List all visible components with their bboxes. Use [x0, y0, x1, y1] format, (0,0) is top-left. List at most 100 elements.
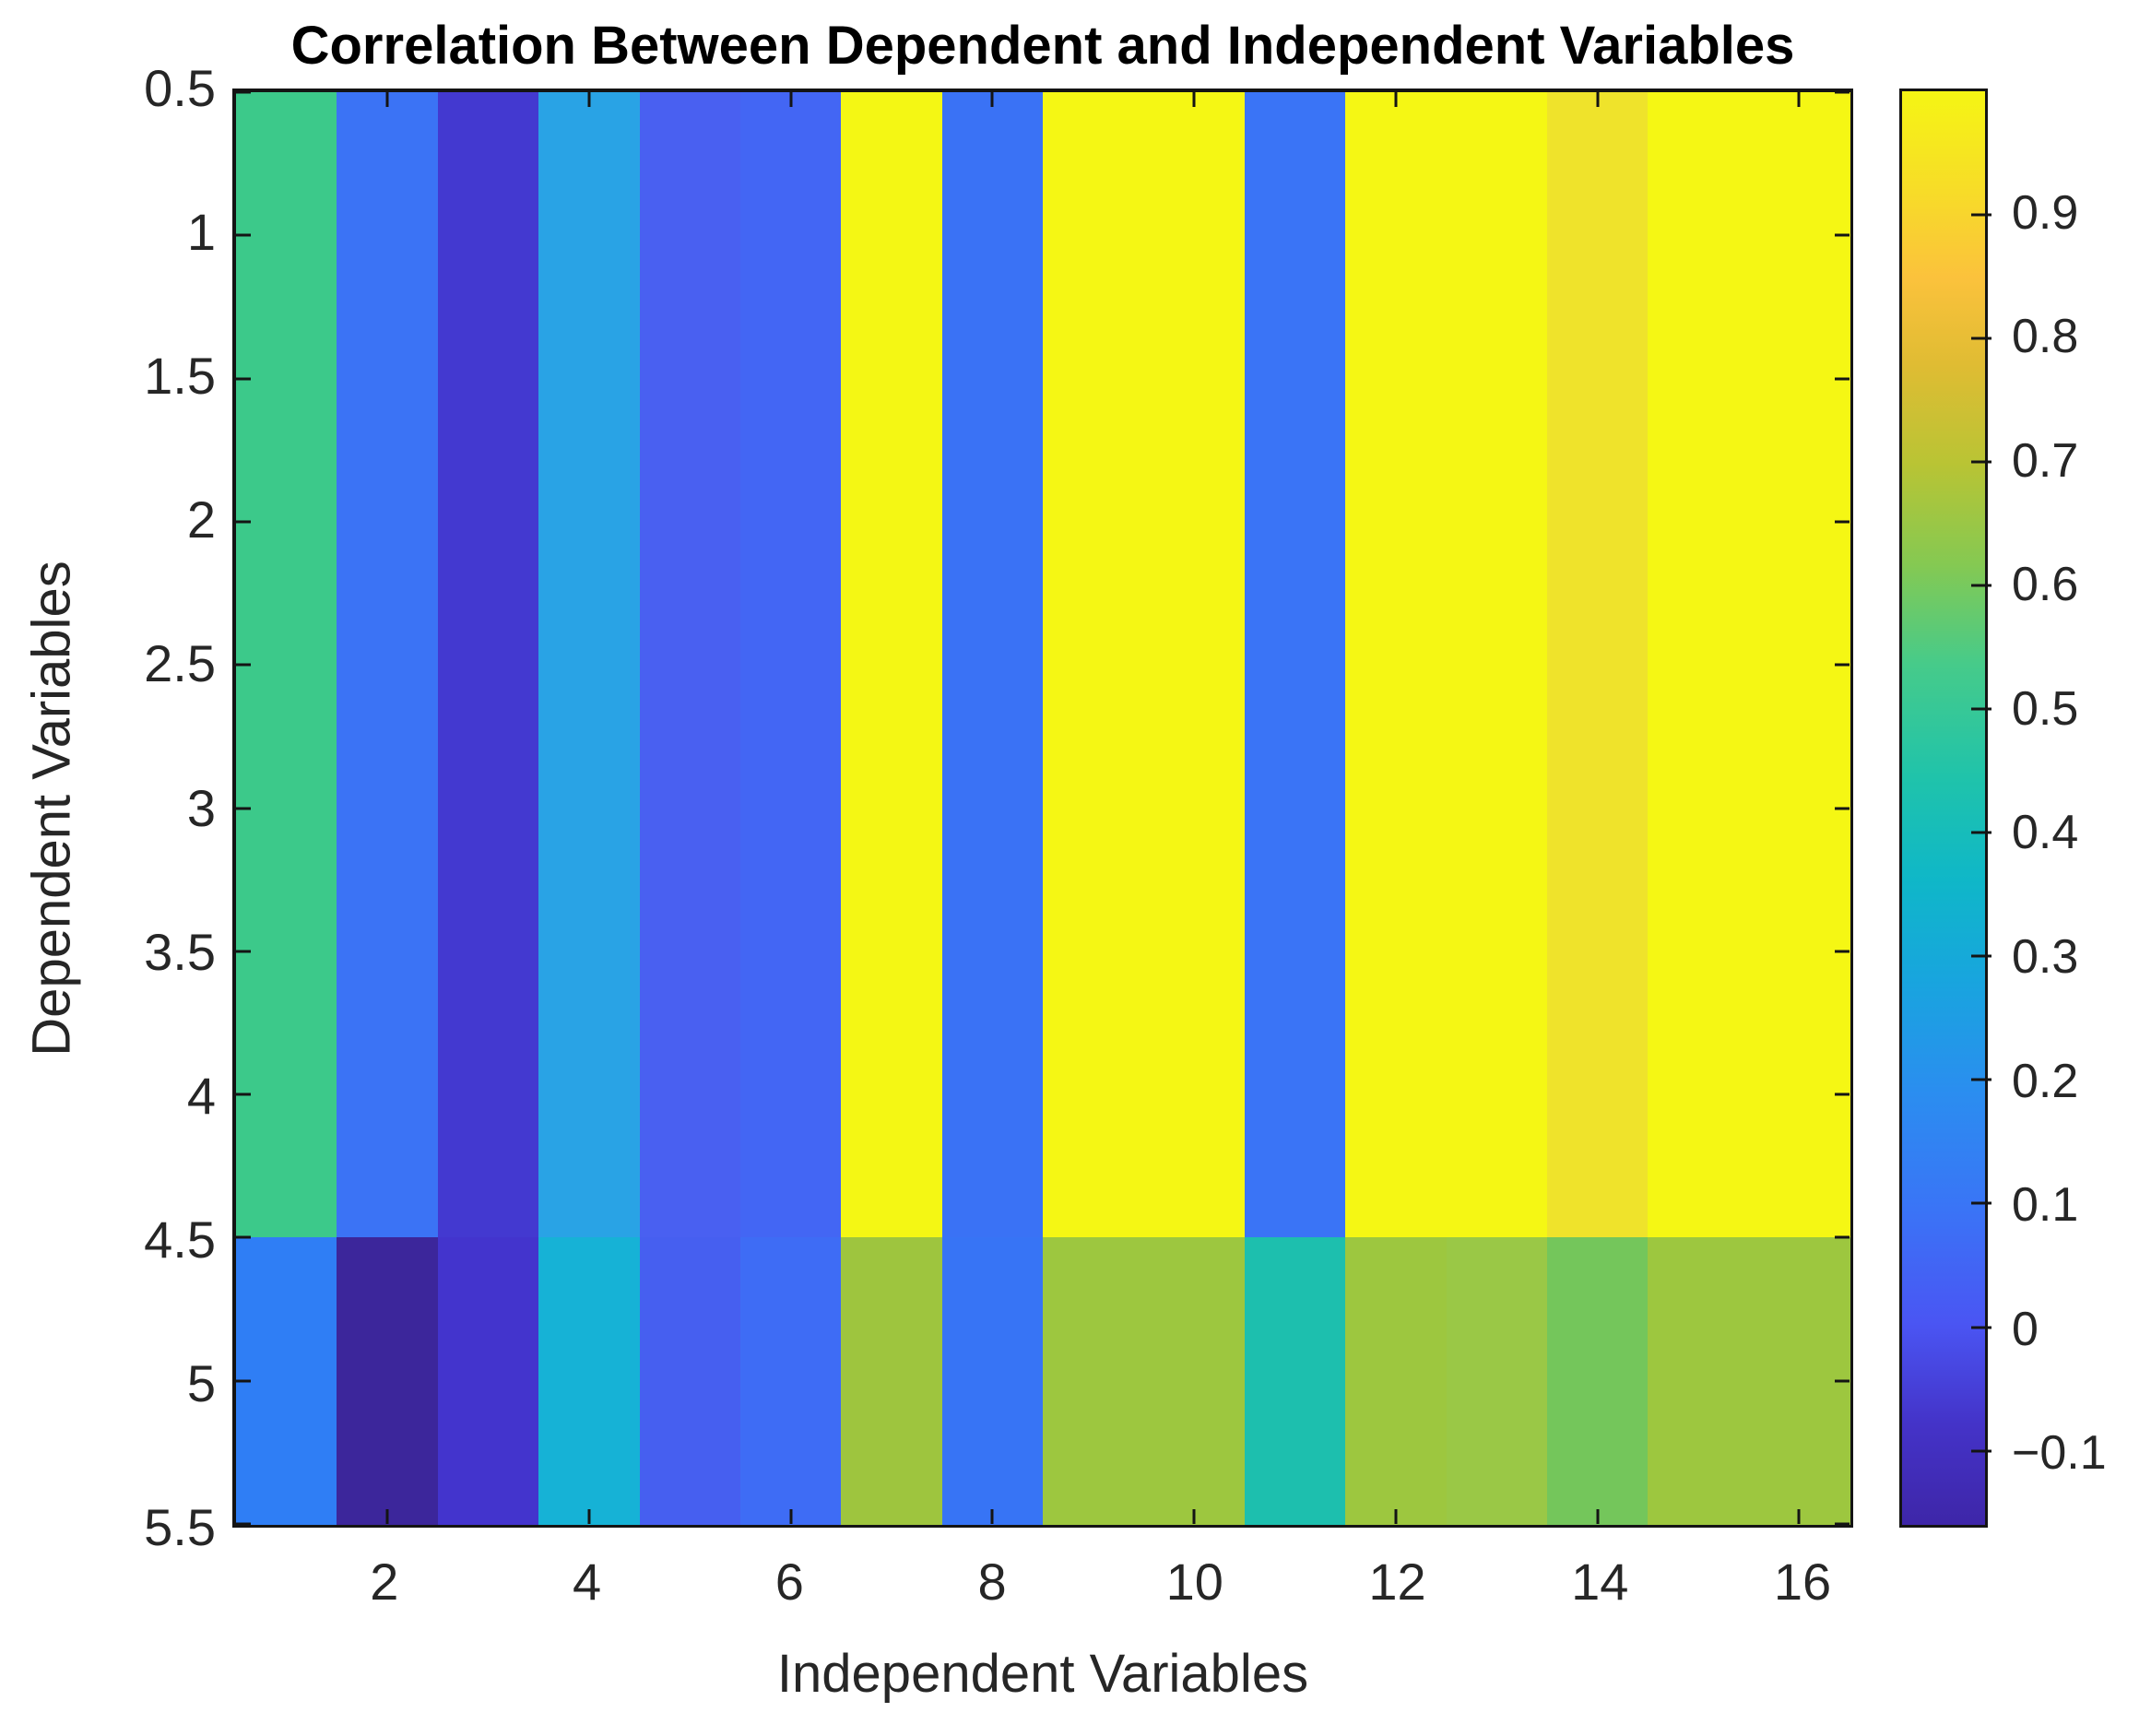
- colorbar-tick-mark: [1971, 337, 1991, 340]
- heatmap-cell: [1748, 665, 1850, 952]
- heatmap-cell: [1446, 92, 1548, 380]
- heatmap-cell: [437, 951, 539, 1239]
- colorbar-tick-mark: [1971, 1201, 1991, 1205]
- x-tick-label: 8: [977, 1553, 1007, 1611]
- y-tick-mark: [236, 1379, 251, 1383]
- heatmap-cell: [941, 378, 1044, 666]
- colorbar-tick-mark: [1971, 1078, 1991, 1081]
- y-tick-label: 1.5: [144, 347, 216, 406]
- heatmap-cell: [1546, 1237, 1649, 1525]
- heatmap-cell: [739, 92, 843, 380]
- x-tick-label: 12: [1368, 1553, 1426, 1611]
- x-tick-mark: [385, 92, 389, 107]
- colorbar-tick-label: 0: [2012, 1302, 2039, 1356]
- y-tick-label: 3.5: [144, 922, 216, 981]
- heatmap-cell: [538, 665, 641, 952]
- heatmap-cell: [841, 951, 943, 1239]
- heatmap-cell: [337, 1237, 439, 1525]
- x-tick-label: 16: [1773, 1553, 1832, 1611]
- y-tick-mark: [1835, 90, 1850, 94]
- chart-title: Correlation Between Dependent and Indepe…: [290, 16, 1795, 76]
- x-tick-mark: [587, 92, 591, 107]
- heatmap-cell: [739, 951, 843, 1239]
- heatmap-cell: [236, 665, 338, 952]
- heatmap-cell: [236, 1237, 338, 1525]
- heatmap-cell: [1648, 378, 1750, 666]
- colorbar-tick-label: 0.3: [2012, 929, 2079, 984]
- heatmap-cell: [1748, 951, 1850, 1239]
- heatmap-cell: [841, 665, 943, 952]
- heatmap-cell: [236, 92, 338, 380]
- heatmap-cell: [1244, 92, 1346, 380]
- heatmap-cell: [739, 378, 843, 666]
- colorbar: [1899, 89, 1991, 1528]
- y-tick-label: 2: [186, 490, 216, 549]
- y-tick-mark: [236, 520, 251, 524]
- y-tick-label: 2.5: [144, 634, 216, 693]
- heatmap-cell: [841, 92, 943, 380]
- x-tick-mark: [1192, 92, 1196, 107]
- heatmap-cell: [639, 92, 741, 380]
- y-tick-label: 4.5: [144, 1210, 216, 1269]
- colorbar-tick-label: 0.1: [2012, 1178, 2079, 1233]
- heatmap-cell: [1748, 92, 1850, 380]
- x-tick-label: 6: [774, 1553, 804, 1611]
- y-tick-label: 0.5: [144, 59, 216, 117]
- heatmap-cell: [1748, 378, 1850, 666]
- y-tick-mark: [1835, 520, 1850, 524]
- y-tick-mark: [236, 950, 251, 953]
- heatmap-cell: [1345, 665, 1448, 952]
- heatmap-cell: [1546, 378, 1649, 666]
- heatmap-cell: [1143, 1237, 1246, 1525]
- x-tick-mark: [1394, 1509, 1398, 1524]
- colorbar-tick-label: 0.5: [2012, 681, 2079, 736]
- heatmap-cell: [1748, 1237, 1850, 1525]
- heatmap-cell: [639, 1237, 741, 1525]
- heatmap-cell: [1143, 92, 1246, 380]
- heatmap-cell: [1143, 951, 1246, 1239]
- heatmap-cell: [1143, 378, 1246, 666]
- heatmap-cell: [639, 951, 741, 1239]
- y-tick-mark: [1835, 807, 1850, 809]
- x-axis-label: Independent Variables: [776, 1644, 1309, 1704]
- y-tick-mark: [236, 663, 251, 667]
- y-tick-mark: [236, 90, 251, 94]
- colorbar-tick-mark: [1971, 1326, 1991, 1329]
- x-tick-label: 14: [1571, 1553, 1629, 1611]
- heatmap-cell: [437, 92, 539, 380]
- heatmap-cell: [538, 92, 641, 380]
- x-tick-mark: [1596, 92, 1600, 107]
- heatmap-cell: [1143, 665, 1246, 952]
- y-tick-mark: [1835, 1522, 1850, 1526]
- x-tick-mark: [1596, 1509, 1600, 1524]
- heatmap-cell: [1043, 1237, 1145, 1525]
- x-tick-mark: [385, 1509, 389, 1524]
- colorbar-tick-label: 0.7: [2012, 433, 2079, 488]
- heatmap-cell: [739, 1237, 843, 1525]
- heatmap-cell: [337, 378, 439, 666]
- y-axis-label: Dependent Variables: [21, 560, 82, 1057]
- heatmap-cell: [841, 378, 943, 666]
- heatmap-cell: [1345, 951, 1448, 1239]
- heatmap-cell: [739, 665, 843, 952]
- colorbar-tick-label: 0.9: [2012, 185, 2079, 240]
- x-tick-label: 4: [572, 1553, 602, 1611]
- heatmap-cell: [1546, 951, 1649, 1239]
- colorbar-tick-mark: [1971, 213, 1991, 217]
- heatmap-cell: [941, 92, 1044, 380]
- heatmap-cell: [1446, 665, 1548, 952]
- colorbar-tick-mark: [1971, 1449, 1991, 1453]
- heatmap-cell: [1648, 665, 1750, 952]
- x-tick-mark: [789, 1509, 793, 1524]
- heatmap-cell: [337, 92, 439, 380]
- heatmap-cell: [437, 378, 539, 666]
- heatmap-cell: [1648, 1237, 1750, 1525]
- x-tick-mark: [990, 92, 994, 107]
- heatmap-cell: [1345, 378, 1448, 666]
- y-tick-mark: [236, 233, 251, 237]
- heatmap-grid: [236, 92, 1850, 1525]
- colorbar-tick-mark: [1971, 831, 1991, 834]
- heatmap-cell: [639, 665, 741, 952]
- colorbar-tick-label: 0.8: [2012, 310, 2079, 364]
